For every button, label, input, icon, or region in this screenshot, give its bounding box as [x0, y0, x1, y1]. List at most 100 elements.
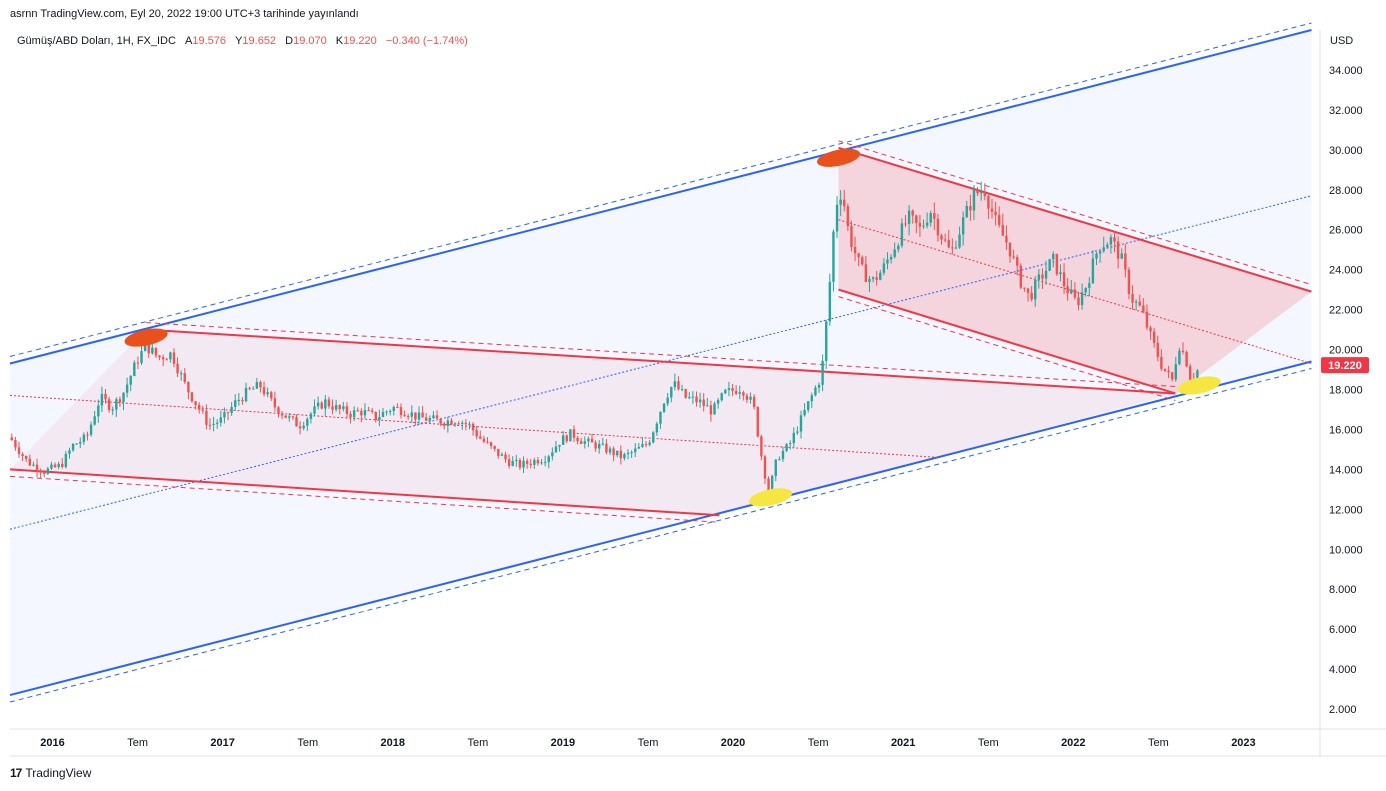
- candle-body: [1012, 256, 1015, 258]
- candle: [1116, 236, 1120, 269]
- candle-body: [1185, 351, 1188, 367]
- candle-body: [370, 410, 374, 412]
- candle-body: [655, 423, 659, 433]
- candle: [324, 394, 327, 416]
- candle-body: [590, 438, 594, 443]
- tradingview-brand[interactable]: 17 TradingView: [10, 766, 91, 780]
- candle: [338, 404, 341, 415]
- candle-body: [742, 392, 745, 396]
- candle-body: [428, 418, 432, 421]
- last-price-tag: 19.220: [1321, 357, 1369, 374]
- candle: [230, 402, 233, 416]
- candle-body: [832, 231, 835, 282]
- candle-body: [35, 464, 39, 472]
- candle: [277, 406, 280, 418]
- candle-body: [907, 210, 911, 224]
- candle-body: [871, 277, 875, 279]
- candle: [969, 194, 972, 221]
- candle-body: [644, 443, 648, 445]
- candle-body: [479, 436, 482, 439]
- candle: [176, 357, 179, 378]
- candle-body: [68, 450, 71, 454]
- candle: [425, 412, 428, 422]
- price-axis[interactable]: 2.000 4.000 6.000 8.000 10.000 12.000 14.000 16…: [1329, 65, 1363, 716]
- candle: [68, 447, 71, 459]
- candle-body: [197, 404, 201, 410]
- candle: [529, 458, 532, 469]
- candle-body: [1116, 241, 1120, 259]
- candle: [983, 183, 986, 201]
- candle: [25, 455, 28, 463]
- candle-body: [774, 459, 777, 476]
- candle-body: [983, 192, 986, 196]
- candle-body: [1127, 269, 1131, 294]
- candle-body: [1163, 368, 1167, 371]
- candle: [579, 437, 583, 445]
- candle-body: [969, 205, 972, 211]
- candle: [886, 252, 889, 270]
- candle: [634, 443, 637, 458]
- candle-body: [684, 389, 687, 398]
- candle-body: [843, 199, 846, 207]
- candle-body: [1170, 372, 1174, 380]
- candle-body: [421, 412, 424, 418]
- candle: [659, 411, 662, 429]
- candle: [951, 238, 954, 255]
- candle-body: [223, 412, 226, 418]
- candle: [367, 406, 370, 412]
- change-value: −0.340 (−1.74%): [385, 35, 468, 47]
- symbol-legend: Gümüş/ABD Doları, 1H, FX_IDC A19.576 Y19…: [17, 35, 468, 47]
- candle: [536, 457, 540, 466]
- candle: [410, 405, 414, 424]
- red-channel-2-upper-line: [838, 146, 1312, 293]
- candle-body: [367, 410, 370, 412]
- candle-body: [1077, 297, 1080, 306]
- time-tick-label: Tem: [467, 737, 488, 749]
- candle: [1098, 250, 1102, 263]
- time-axis[interactable]: 2016 Tem 2017 Tem 2018 Tem 2019 Tem 2020 Tem 2021 T…: [40, 737, 1255, 749]
- candle: [407, 413, 410, 420]
- candle-body: [93, 416, 96, 425]
- candle-body: [543, 462, 547, 464]
- candle-body: [1052, 253, 1055, 260]
- price-tick-label: 18.000: [1329, 384, 1363, 396]
- candle-body: [882, 263, 886, 273]
- candle-body: [875, 277, 878, 280]
- candle: [471, 422, 475, 436]
- candle-body: [230, 407, 233, 413]
- blue-channel-lower-dashed: [9, 368, 1312, 703]
- candle-body: [234, 400, 237, 408]
- candle: [396, 403, 399, 409]
- candle-body: [1156, 342, 1159, 357]
- candle-body: [1142, 305, 1145, 312]
- candle-body: [1030, 292, 1033, 300]
- candle-body: [900, 223, 904, 246]
- candle: [713, 401, 716, 415]
- candle: [608, 446, 612, 456]
- candle: [940, 233, 943, 245]
- candle: [1073, 282, 1077, 300]
- candle: [1163, 368, 1167, 373]
- candle: [241, 397, 244, 405]
- candle-body: [947, 240, 950, 248]
- candle-body: [972, 189, 976, 211]
- candle: [796, 426, 799, 435]
- candle: [370, 407, 374, 414]
- candle: [630, 450, 633, 459]
- candle-body: [169, 352, 172, 360]
- candle: [1174, 356, 1177, 382]
- candle-body: [205, 410, 208, 425]
- candle-body: [979, 192, 983, 194]
- candle-body: [677, 381, 680, 390]
- candle: [1178, 347, 1181, 366]
- candle-body: [1134, 301, 1138, 303]
- candle: [525, 458, 529, 469]
- candle: [835, 196, 839, 238]
- candle-body: [216, 422, 219, 424]
- candle: [1062, 263, 1066, 294]
- candle-body: [450, 420, 453, 425]
- candle-body: [1008, 242, 1012, 257]
- marker-orange-1: [816, 148, 861, 167]
- candle-body: [616, 450, 619, 456]
